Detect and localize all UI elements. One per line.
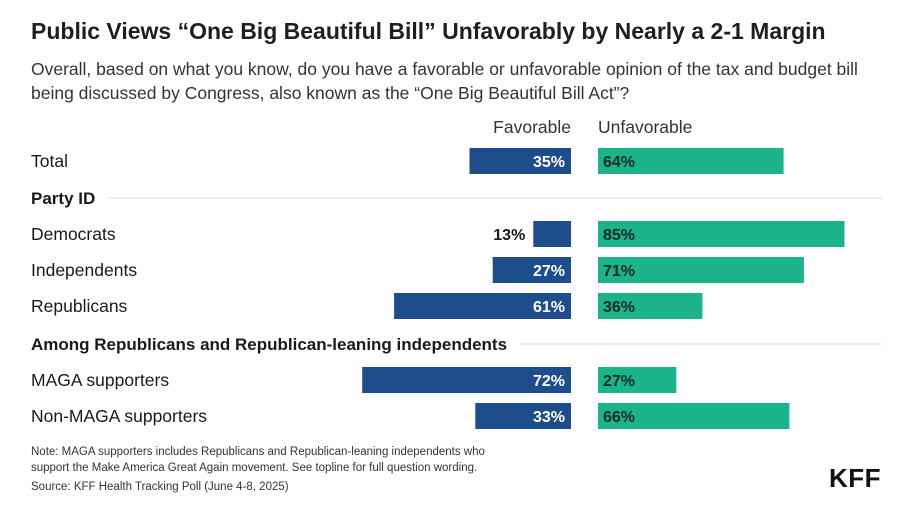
unfavorable-bar bbox=[598, 403, 790, 429]
unfavorable-value-label: 85% bbox=[603, 227, 635, 244]
group-header: Among Republicans and Republican-leaning… bbox=[31, 335, 507, 354]
unfavorable-value-label: 66% bbox=[603, 409, 635, 426]
favorable-value-label: 61% bbox=[533, 299, 565, 316]
unfavorable-value-label: 36% bbox=[603, 299, 635, 316]
favorable-value-label: 72% bbox=[533, 373, 565, 390]
unfavorable-bar bbox=[598, 257, 804, 283]
favorable-bar bbox=[475, 403, 571, 429]
source-note: Source: KFF Health Tracking Poll (June 4… bbox=[31, 481, 289, 493]
row-label: MAGA supporters bbox=[31, 370, 169, 390]
favorable-bar bbox=[492, 257, 571, 283]
kff-logo: KFF bbox=[829, 463, 882, 493]
unfavorable-bar bbox=[598, 367, 677, 393]
favorable-bar bbox=[469, 148, 571, 174]
favorable-bar bbox=[533, 221, 571, 247]
favorable-value-label: 13% bbox=[493, 227, 525, 244]
note-line-1: Note: MAGA supporters includes Republica… bbox=[31, 446, 485, 458]
unfavorable-bar bbox=[598, 293, 703, 319]
favorable-value-label: 33% bbox=[533, 409, 565, 426]
unfavorable-value-label: 64% bbox=[603, 154, 635, 171]
unfavorable-value-label: 27% bbox=[603, 373, 635, 390]
favorable-value-label: 35% bbox=[533, 154, 565, 171]
favorable-value-label: 27% bbox=[533, 263, 565, 280]
chart-title: Public Views “One Big Beautiful Bill” Un… bbox=[31, 18, 826, 44]
unfavorable-column-header: Unfavorable bbox=[598, 117, 692, 137]
unfavorable-value-label: 71% bbox=[603, 263, 635, 280]
group-header: Party ID bbox=[31, 189, 95, 208]
note-line-2: support the Make America Great Again mov… bbox=[31, 462, 478, 474]
chart-subtitle: Overall, based on what you know, do you … bbox=[31, 59, 858, 103]
row-label: Total bbox=[31, 151, 68, 171]
row-label: Republicans bbox=[31, 296, 128, 316]
favorable-bar bbox=[394, 293, 571, 319]
row-label: Democrats bbox=[31, 224, 116, 244]
unfavorable-bar bbox=[598, 221, 845, 247]
favorable-bar bbox=[362, 367, 571, 393]
favorable-column-header: Favorable bbox=[493, 117, 571, 137]
row-label: Non-MAGA supporters bbox=[31, 406, 207, 426]
row-label: Independents bbox=[31, 260, 137, 280]
unfavorable-bar bbox=[598, 148, 784, 174]
